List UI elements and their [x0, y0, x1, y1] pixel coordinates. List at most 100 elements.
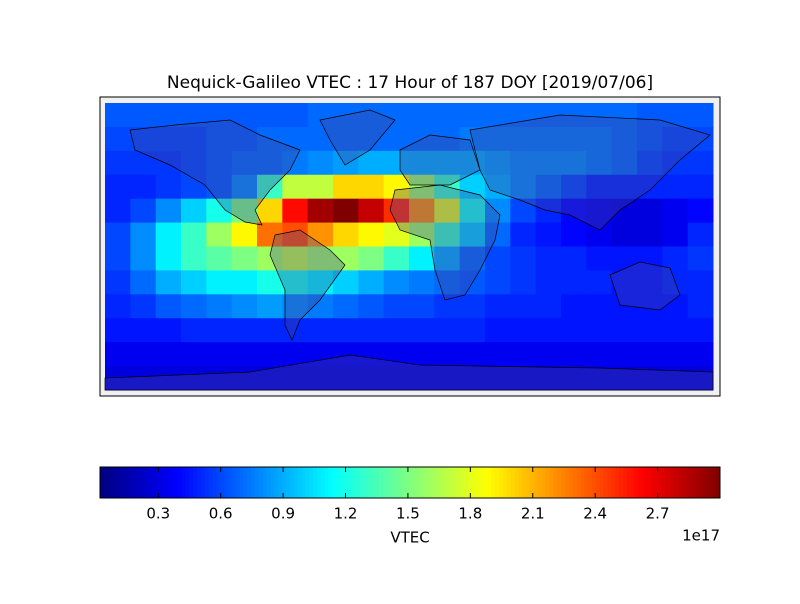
heatmap-cell: [434, 366, 461, 391]
europe: [399, 134, 481, 186]
heatmap-cell: [586, 270, 613, 295]
heatmap-cell: [687, 222, 714, 247]
heatmap-cell: [333, 103, 359, 128]
heatmap-cell: [637, 270, 663, 295]
colorbar-tick-label: 1.5: [396, 505, 420, 523]
colorbar: [100, 467, 721, 498]
heatmap-cell: [206, 294, 233, 319]
colorbar-swatch: [363, 467, 368, 498]
colorbar-swatch: [561, 467, 566, 498]
colorbar-swatch: [402, 467, 407, 498]
heatmap-cell: [637, 318, 663, 343]
heatmap-cell: [155, 270, 182, 295]
colorbar-swatch: [196, 467, 202, 498]
colorbar-swatch: [634, 467, 640, 498]
colorbar-swatch: [340, 467, 345, 498]
colorbar-swatch: [131, 467, 136, 498]
heatmap-cell: [637, 342, 663, 367]
heatmap-cell: [510, 150, 537, 176]
greenland: [319, 109, 396, 166]
colorbar-tick-label: 0.6: [209, 505, 233, 523]
heatmap-cell: [282, 150, 309, 176]
colorbar-swatch: [359, 467, 364, 498]
heatmap-cell: [510, 222, 537, 247]
colorbar-tick-label: 2.7: [646, 505, 670, 523]
heatmap-cell: [383, 222, 410, 247]
australia: [609, 261, 681, 311]
colorbar-swatch: [429, 467, 434, 498]
colorbar-swatch: [526, 467, 531, 498]
colorbar-swatch: [398, 467, 403, 498]
heatmap-cell: [231, 342, 258, 367]
heatmap-cell: [358, 126, 385, 152]
heatmap-cell: [409, 150, 435, 176]
heatmap-cell: [231, 270, 258, 295]
colorbar-swatch: [658, 467, 663, 498]
colorbar-swatch: [305, 467, 310, 498]
heatmap-cell: [662, 342, 689, 367]
heatmap-cell: [105, 174, 131, 200]
heatmap-cell: [282, 174, 309, 200]
heatmap-cell: [105, 103, 131, 128]
colorbar-swatch: [309, 467, 314, 498]
heatmap-cell: [687, 126, 714, 152]
heatmap-cell: [510, 126, 537, 152]
heatmap-cell: [105, 222, 131, 247]
heatmap-cell: [535, 294, 562, 319]
heatmap-cell: [510, 246, 537, 271]
heatmap-cell: [231, 198, 258, 224]
heatmap-cell: [358, 270, 385, 295]
heatmap-cell: [231, 294, 258, 319]
colorbar-tick-label: 1.2: [334, 505, 358, 523]
colorbar-swatch: [142, 467, 147, 498]
colorbar-swatch: [313, 467, 318, 498]
colorbar-swatch: [413, 467, 419, 498]
heatmap-cell: [181, 222, 207, 247]
colorbar-swatch: [642, 467, 647, 498]
colorbar-swatch: [208, 467, 213, 498]
heatmap-cell: [383, 246, 410, 271]
heatmap-cell: [181, 366, 207, 391]
colorbar-swatch: [456, 467, 461, 498]
colorbar-swatch: [522, 467, 527, 498]
chart-title: Nequick-Galileo VTEC : 17 Hour of 187 DO…: [167, 73, 653, 93]
heatmap-cell: [662, 222, 689, 247]
heatmap-cell: [155, 294, 182, 319]
heatmap-cell: [130, 318, 157, 343]
heatmap-cell: [383, 294, 410, 319]
colorbar-swatch: [499, 467, 504, 498]
heatmap-cell: [687, 270, 714, 295]
colorbar-swatch: [154, 467, 159, 498]
heatmap-cell: [155, 126, 182, 152]
colorbar-swatch: [592, 467, 597, 498]
colorbar-swatch: [200, 467, 206, 498]
colorbar-swatch: [224, 467, 229, 498]
heatmap-cell: [485, 366, 511, 391]
colorbar-swatch: [495, 467, 500, 498]
heatmap-cell: [459, 198, 486, 224]
heatmap-cell: [358, 222, 385, 247]
heatmap-cell: [561, 342, 587, 367]
heatmap-cell: [307, 318, 334, 343]
north-america: [129, 119, 301, 226]
colorbar-swatch: [247, 467, 252, 498]
heatmap-cell: [130, 294, 157, 319]
colorbar-swatch: [169, 467, 175, 498]
heatmap-cell: [307, 174, 334, 200]
colorbar-swatch: [255, 467, 260, 498]
heatmap-cell: [611, 222, 638, 247]
heatmap-cell: [333, 150, 359, 176]
colorbar-swatch: [344, 467, 349, 498]
heatmap-cell: [561, 198, 587, 224]
heatmap-cell: [105, 270, 131, 295]
heatmap-cell: [586, 174, 613, 200]
heatmap-cell: [206, 270, 233, 295]
heatmap-cell: [561, 222, 587, 247]
heatmap-cell: [358, 150, 385, 176]
heatmap-cell: [181, 294, 207, 319]
heatmap-cell: [409, 318, 435, 343]
heatmap-cell: [662, 103, 689, 128]
colorbar-swatch: [565, 467, 570, 498]
colorbar-swatch: [518, 467, 523, 498]
heatmap-cell: [155, 174, 182, 200]
